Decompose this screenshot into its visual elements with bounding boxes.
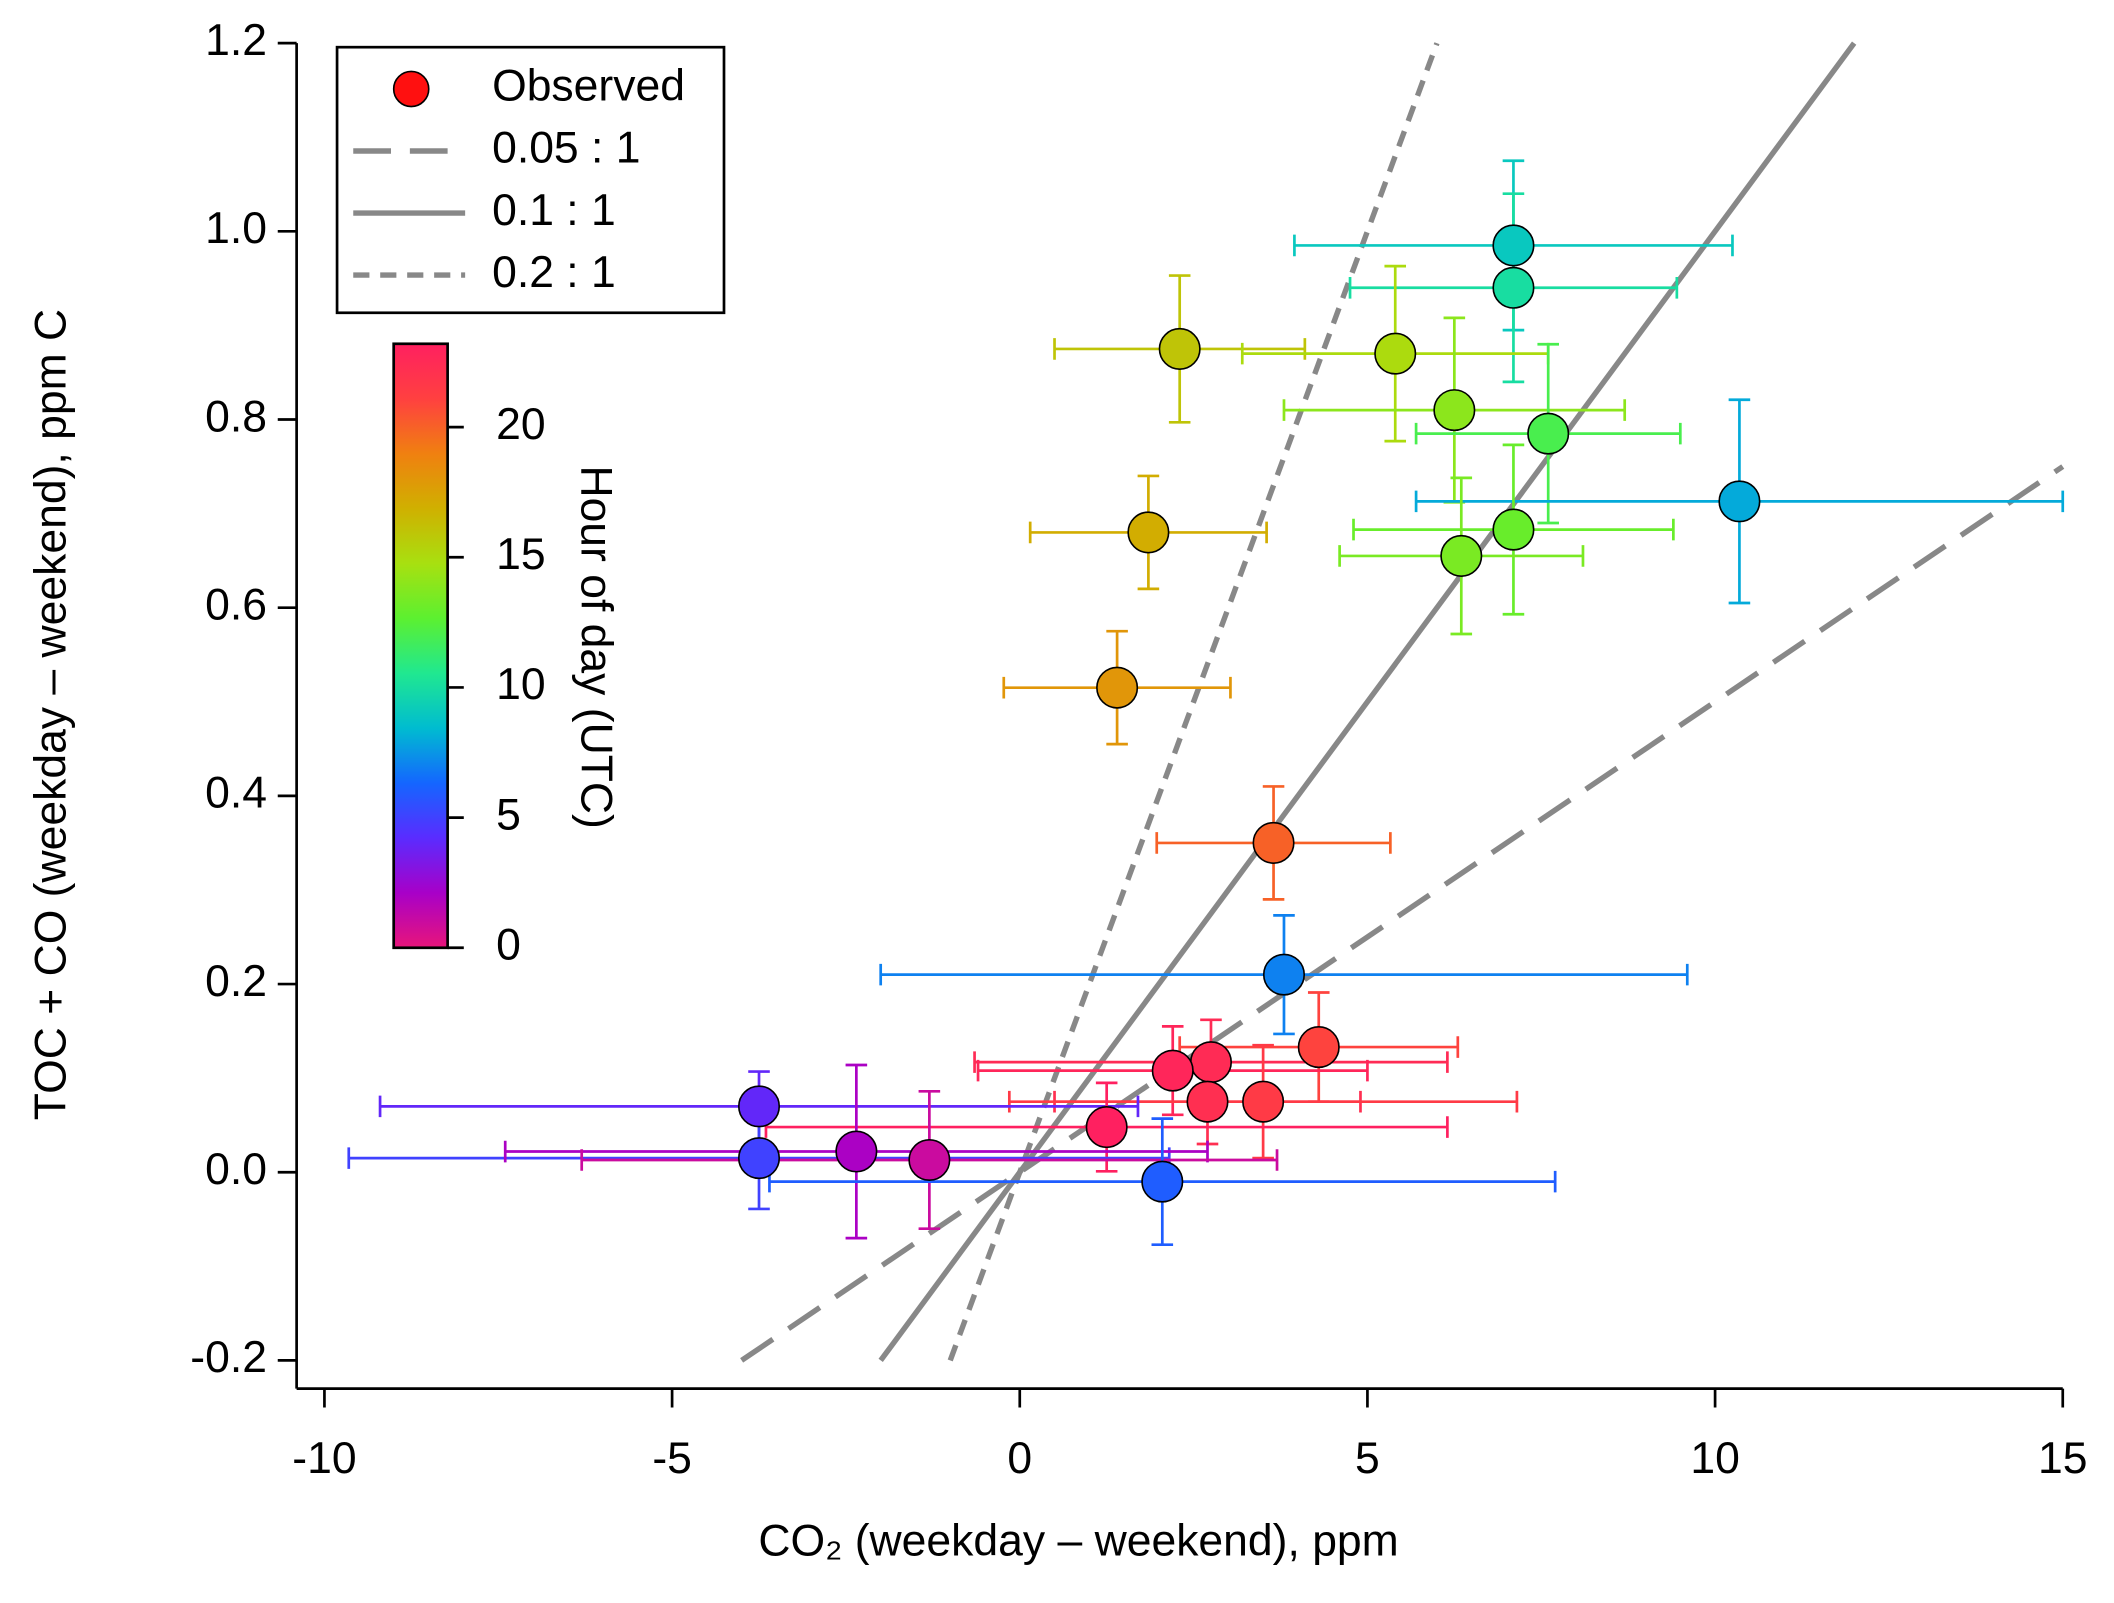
point	[1158, 327, 1201, 370]
point	[1492, 224, 1535, 267]
point	[1186, 1080, 1229, 1123]
point	[1151, 1049, 1194, 1092]
y-tick-label: 0.4	[205, 769, 267, 818]
point	[1440, 534, 1483, 577]
point	[1096, 666, 1139, 709]
y-tick-label: 1.2	[205, 16, 267, 65]
point	[1127, 511, 1170, 554]
y-tick-label: 1.0	[205, 204, 267, 253]
x-tick-label: 0	[1007, 1434, 1032, 1483]
y-tick-label: 0.8	[205, 392, 267, 441]
y-tick-label: 0.2	[205, 957, 267, 1006]
legend-label: 0.1 : 1	[492, 186, 616, 235]
colorbar-label: Hour of day (UTC)	[571, 465, 620, 828]
x-axis-label: CO₂ (weekday – weekend), ppm	[758, 1516, 1398, 1565]
y-axis-label: TOC + CO (weekday – weekend), ppm C	[27, 309, 76, 1120]
x-tick-label: 10	[1690, 1434, 1739, 1483]
x-tick-label: -5	[652, 1434, 692, 1483]
colorbar-tick-label: 20	[496, 400, 545, 449]
point	[908, 1138, 951, 1182]
point	[835, 1130, 878, 1173]
point	[1492, 508, 1535, 551]
point	[1085, 1106, 1128, 1149]
y-tick-label: 0.0	[205, 1145, 267, 1194]
colorbar-tick-label: 15	[496, 530, 545, 579]
legend-label: 0.05 : 1	[492, 124, 640, 173]
point	[1242, 1080, 1285, 1123]
point	[737, 1137, 781, 1180]
x-tick-label: 5	[1355, 1434, 1380, 1483]
point	[1262, 953, 1306, 996]
point	[1374, 332, 1417, 375]
point	[1492, 266, 1535, 309]
legend-label: Observed	[492, 62, 685, 111]
point	[737, 1085, 781, 1128]
x-tick-label: 15	[2038, 1434, 2087, 1483]
y-tick-label: -0.2	[190, 1333, 267, 1382]
x-tick-label: -10	[292, 1434, 356, 1483]
colorbar-tick-label: 5	[496, 790, 521, 839]
point	[1718, 480, 1761, 523]
point	[1433, 389, 1476, 432]
point	[1297, 1026, 1340, 1069]
y-tick-label: 0.6	[205, 580, 267, 629]
legend-label: 0.2 : 1	[492, 248, 616, 297]
ratio-line	[740, 464, 2065, 1363]
legend-marker	[392, 70, 430, 108]
point	[1189, 1041, 1233, 1084]
colorbar	[392, 342, 449, 950]
colorbar-tick-label: 0	[496, 921, 521, 970]
point	[1141, 1160, 1184, 1203]
ratio-line	[947, 42, 1440, 1362]
point	[1252, 821, 1295, 864]
point	[1527, 412, 1570, 455]
colorbar-tick-label: 10	[496, 660, 545, 709]
ratio-line	[878, 41, 1857, 1363]
